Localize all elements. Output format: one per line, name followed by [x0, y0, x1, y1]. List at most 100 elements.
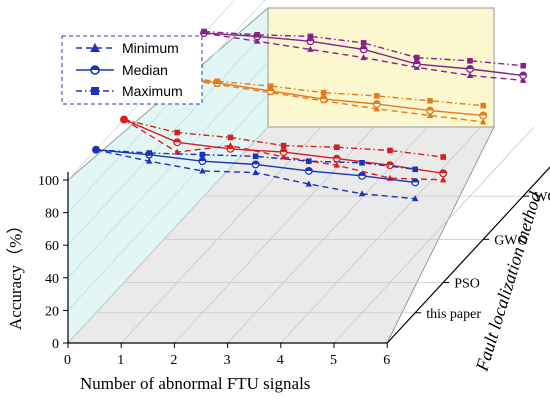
- z-axis-line: [386, 166, 550, 344]
- floor-grid-x-1: [120, 126, 322, 344]
- point-WOA-Minimum-2: [307, 45, 314, 52]
- floor-grid-x-3: [227, 126, 428, 344]
- z-axis-title: Fault localization method: [471, 189, 545, 375]
- point-this-paper-Median-2-fill: [199, 157, 206, 162]
- point-PSO-Median-6-fill: [439, 170, 447, 174]
- point-this-paper-Median-5-fill: [358, 172, 366, 176]
- floor-grid-x-2: [174, 126, 375, 344]
- point-this-paper-Maximum-0: [93, 146, 99, 153]
- point-WOA-Minimum-1: [254, 37, 261, 44]
- point-PSO-Maximum-1: [174, 129, 180, 136]
- point-this-paper-Minimum-1: [146, 157, 153, 164]
- wall-grid-y-4: [67, 0, 266, 213]
- point-GWO-Maximum-1: [214, 78, 220, 85]
- y-axis-title: Accuracy（%）: [6, 217, 25, 330]
- point-PSO-Median-4-fill: [333, 155, 341, 159]
- point-this-paper-Maximum-3: [252, 153, 259, 160]
- x-tick-label-2: 2: [170, 353, 177, 368]
- method-series-3: [200, 28, 528, 83]
- method-series-0: [92, 145, 420, 202]
- point-WOA-Maximum-2: [307, 33, 314, 40]
- point-PSO-Maximum-5: [387, 147, 393, 154]
- point-GWO-Maximum-6: [480, 102, 486, 109]
- method-label-2: GWO: [494, 233, 527, 248]
- y-tick-label-1: 20: [45, 304, 59, 319]
- point-GWO-Median-3-fill: [320, 95, 327, 100]
- point-GWO-Minimum-5: [426, 111, 434, 118]
- point-WOA-Minimum-5: [466, 72, 474, 78]
- legend-median-marker-fill: [91, 66, 99, 70]
- legend-maximum-marker: [91, 87, 99, 95]
- point-WOA-Maximum-5: [467, 58, 473, 64]
- point-this-paper-Maximum-2: [199, 151, 206, 158]
- point-PSO-Maximum-2: [227, 134, 234, 141]
- point-WOA-Median-3-fill: [360, 46, 367, 50]
- method-series-1: [120, 115, 448, 183]
- x-tick-label-3: 3: [224, 353, 231, 368]
- method-label-0: this paper: [426, 307, 481, 322]
- legend-maximum-label: Maximum: [122, 83, 183, 99]
- legend-minimum-marker: [90, 43, 100, 52]
- point-this-paper-Maximum-1: [146, 150, 152, 156]
- legend-minimum-label: Minimum: [122, 40, 179, 56]
- point-GWO-Median-6-fill: [479, 112, 487, 116]
- legend-median-label: Median: [122, 62, 168, 78]
- point-GWO-Minimum-6: [480, 118, 487, 125]
- y-tick-label-3: 60: [45, 239, 59, 254]
- point-this-paper-Maximum-5: [359, 160, 365, 166]
- point-WOA-Minimum-3: [360, 54, 367, 61]
- point-this-paper-Median-3-fill: [252, 161, 259, 165]
- y-tick-label-2: 40: [45, 272, 59, 287]
- point-PSO-Median-2-fill: [227, 145, 234, 149]
- point-WOA-Maximum-0: [201, 28, 207, 35]
- series-layer: [92, 28, 528, 202]
- x-tick-label-0: 0: [64, 353, 71, 368]
- y-tick-label-4: 80: [45, 207, 59, 222]
- method-series-2: [160, 72, 488, 125]
- point-GWO-Maximum-3: [320, 89, 327, 96]
- wall-grid-y-1: [67, 94, 269, 311]
- x-tick-label-5: 5: [330, 353, 337, 368]
- point-this-paper-Maximum-4: [306, 158, 312, 164]
- y-tick-label-0: 0: [52, 337, 59, 352]
- point-WOA-Median-4-fill: [413, 60, 421, 65]
- point-WOA-Minimum-6: [520, 76, 527, 83]
- point-WOA-Maximum-1: [254, 31, 260, 38]
- legend: Minimum Median Maximum: [61, 35, 203, 105]
- point-PSO-Median-5-fill: [386, 161, 394, 166]
- point-GWO-Median-4-fill: [373, 100, 381, 105]
- point-PSO-Minimum-3: [280, 153, 287, 160]
- point-this-paper-Median-4-fill: [305, 167, 313, 171]
- wall-grid-y-3: [67, 28, 269, 246]
- point-this-paper-Minimum-4: [305, 180, 312, 187]
- x-axis-title: Number of abnormal FTU signals: [80, 374, 310, 393]
- point-WOA-Maximum-4: [414, 54, 420, 61]
- point-this-paper-Minimum-3: [252, 169, 259, 176]
- point-PSO-Median-3-fill: [280, 148, 287, 153]
- point-WOA-Median-5-fill: [466, 65, 474, 69]
- point-PSO-Minimum-1: [174, 148, 181, 155]
- point-GWO-Minimum-4: [373, 105, 380, 112]
- wall-grid-y-2: [67, 61, 269, 279]
- point-WOA-Maximum-6: [520, 62, 526, 69]
- point-GWO-Maximum-2: [267, 83, 274, 89]
- point-PSO-Minimum-4: [333, 161, 340, 168]
- point-WOA-Median-6-fill: [519, 72, 527, 76]
- point-PSO-Minimum-6: [440, 176, 447, 183]
- floor-grid-x-5: [333, 126, 535, 344]
- x-tick-label-1: 1: [117, 353, 124, 368]
- method-label-1: PSO: [454, 277, 480, 292]
- point-GWO-Maximum-5: [427, 97, 433, 104]
- point-PSO-Maximum-0: [121, 116, 127, 123]
- point-this-paper-Minimum-5: [358, 190, 366, 197]
- point-PSO-Maximum-3: [280, 142, 287, 149]
- point-this-paper-Median-6-fill: [411, 179, 419, 183]
- point-PSO-Maximum-4: [334, 144, 340, 151]
- point-PSO-Maximum-6: [440, 154, 446, 160]
- x-tick-label-4: 4: [277, 353, 284, 368]
- floor-grid-x-4: [280, 126, 482, 344]
- method-label-3: WOA: [534, 190, 550, 205]
